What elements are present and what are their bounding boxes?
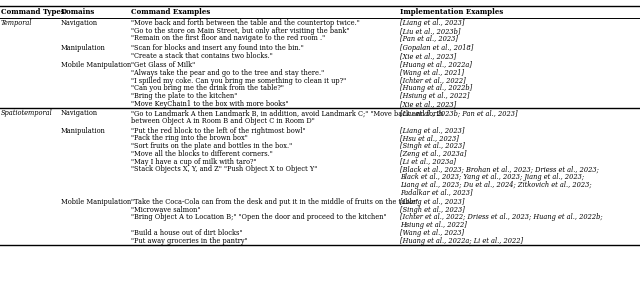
Text: Temporal: Temporal [1, 19, 32, 27]
Text: Navigation: Navigation [61, 19, 98, 27]
Text: [Pan et al., 2023]: [Pan et al., 2023] [400, 34, 458, 42]
Text: Navigation: Navigation [61, 110, 98, 117]
Text: Domains: Domains [61, 8, 95, 16]
Text: Command Types: Command Types [1, 8, 65, 16]
Text: Mobile Manipulation: Mobile Manipulation [61, 61, 131, 69]
Text: [Wang et al., 2021]: [Wang et al., 2021] [400, 69, 464, 77]
Text: [Hsiung et al., 2022]: [Hsiung et al., 2022] [400, 92, 470, 100]
Text: [Liang et al., 2023]: [Liang et al., 2023] [400, 19, 465, 27]
Text: Hsiung et al., 2022]: Hsiung et al., 2022] [400, 221, 467, 229]
Text: [Xie et al., 2023]: [Xie et al., 2023] [400, 100, 456, 108]
Text: [Ichter et al., 2022]: [Ichter et al., 2022] [400, 77, 466, 85]
Text: [Zeng et al., 2023a]: [Zeng et al., 2023a] [400, 150, 467, 158]
Text: "Scan for blocks and insert any found into the bin.": "Scan for blocks and insert any found in… [131, 44, 304, 52]
Text: [Liang et al., 2023]: [Liang et al., 2023] [400, 127, 465, 135]
Text: "Can you bring me the drink from the table?": "Can you bring me the drink from the tab… [131, 84, 284, 92]
Text: [Wang et al., 2023]: [Wang et al., 2023] [400, 229, 464, 237]
Text: "Put away groceries in the pantry": "Put away groceries in the pantry" [131, 237, 248, 245]
Text: between Object A in Room B and Object C in Room D": between Object A in Room B and Object C … [131, 117, 315, 125]
Text: [Singh et al., 2023]: [Singh et al., 2023] [400, 142, 465, 150]
Text: "May I have a cup of milk with taro?": "May I have a cup of milk with taro?" [131, 158, 257, 166]
Text: "Create a stack that contains two blocks.": "Create a stack that contains two blocks… [131, 52, 273, 60]
Text: "Sort fruits on the plate and bottles in the box.": "Sort fruits on the plate and bottles in… [131, 142, 292, 150]
Text: [Hsu et al., 2023]: [Hsu et al., 2023] [400, 134, 459, 142]
Text: Mobile Manipulation: Mobile Manipulation [61, 198, 131, 206]
Text: "Take the Coca-Cola can from the desk and put it in the middle of fruits on the : "Take the Coca-Cola can from the desk an… [131, 198, 419, 206]
Text: [Huang et al., 2022a; Li et al., 2022]: [Huang et al., 2022a; Li et al., 2022] [400, 237, 523, 245]
Text: "Move back and forth between the table and the countertop twice.": "Move back and forth between the table a… [131, 19, 360, 27]
Text: Command Examples: Command Examples [131, 8, 211, 16]
Text: "Bring the plate to the kitchen": "Bring the plate to the kitchen" [131, 92, 237, 100]
Text: "Go to the store on Main Street, but only after visiting the bank": "Go to the store on Main Street, but onl… [131, 27, 349, 35]
Text: [Singh et al., 2023]: [Singh et al., 2023] [400, 206, 465, 214]
Text: "Put the red block to the left of the rightmost bowl": "Put the red block to the left of the ri… [131, 127, 306, 135]
Text: Padalkar et al., 2023]: Padalkar et al., 2023] [400, 189, 472, 197]
Text: Black et al., 2023; Yang et al., 2023; Jiang et al., 2023;: Black et al., 2023; Yang et al., 2023; J… [400, 173, 584, 181]
Text: "Build a house out of dirt blocks": "Build a house out of dirt blocks" [131, 229, 243, 237]
Text: Manipulation: Manipulation [61, 44, 106, 52]
Text: Manipulation: Manipulation [61, 127, 106, 135]
Text: "Microwave salmon": "Microwave salmon" [131, 206, 200, 214]
Text: "Remain on the first floor and navigate to the red room .": "Remain on the first floor and navigate … [131, 34, 325, 42]
Text: [Black et al., 2023; Brohan et al., 2023; Driess et al., 2023;: [Black et al., 2023; Brohan et al., 2023… [400, 165, 599, 173]
Text: [Li et al., 2023a]: [Li et al., 2023a] [400, 158, 456, 166]
Text: "Stack Objects X, Y, and Z" "Push Object X to Object Y": "Stack Objects X, Y, and Z" "Push Object… [131, 165, 317, 173]
Text: [Gopalan et al., 2018]: [Gopalan et al., 2018] [400, 44, 474, 52]
Text: "Move KeyChain1 to the box with more books": "Move KeyChain1 to the box with more boo… [131, 100, 289, 108]
Text: "I spilled my coke. Can you bring me something to clean it up?": "I spilled my coke. Can you bring me som… [131, 77, 346, 85]
Text: "Pack the ring into the brown box": "Pack the ring into the brown box" [131, 134, 248, 142]
Text: Liang et al., 2023; Du et al., 2024; Zitkovich et al., 2023;: Liang et al., 2023; Du et al., 2024; Zit… [400, 181, 591, 189]
Text: [Huang et al., 2022a]: [Huang et al., 2022a] [400, 61, 472, 69]
Text: "Always take the pear and go to the tree and stay there.": "Always take the pear and go to the tree… [131, 69, 324, 77]
Text: [Liu et al., 2023b; Pan et al., 2023]: [Liu et al., 2023b; Pan et al., 2023] [400, 110, 518, 117]
Text: "Go to Landmark A then Landmark B, in addition, avoid Landmark C;" "Move back an: "Go to Landmark A then Landmark B, in ad… [131, 110, 444, 117]
Text: [Ichter et al., 2022; Driess et al., 2023; Huang et al., 2022b;: [Ichter et al., 2022; Driess et al., 202… [400, 213, 603, 221]
Text: [Xie et al., 2023]: [Xie et al., 2023] [400, 52, 456, 60]
Text: "Bring Object A to Location B;" "Open the door and proceed to the kitchen": "Bring Object A to Location B;" "Open th… [131, 213, 387, 221]
Text: [Huang et al., 2022b]: [Huang et al., 2022b] [400, 84, 472, 92]
Text: "Get Glass of Milk": "Get Glass of Milk" [131, 61, 195, 69]
Text: [Liu et al., 2023b]: [Liu et al., 2023b] [400, 27, 461, 35]
Text: Implementation Examples: Implementation Examples [400, 8, 503, 16]
Text: "Move all the blocks to different corners.": "Move all the blocks to different corner… [131, 150, 273, 158]
Text: [Liang et al., 2023]: [Liang et al., 2023] [400, 198, 465, 206]
Text: Spatiotemporal: Spatiotemporal [1, 110, 52, 117]
